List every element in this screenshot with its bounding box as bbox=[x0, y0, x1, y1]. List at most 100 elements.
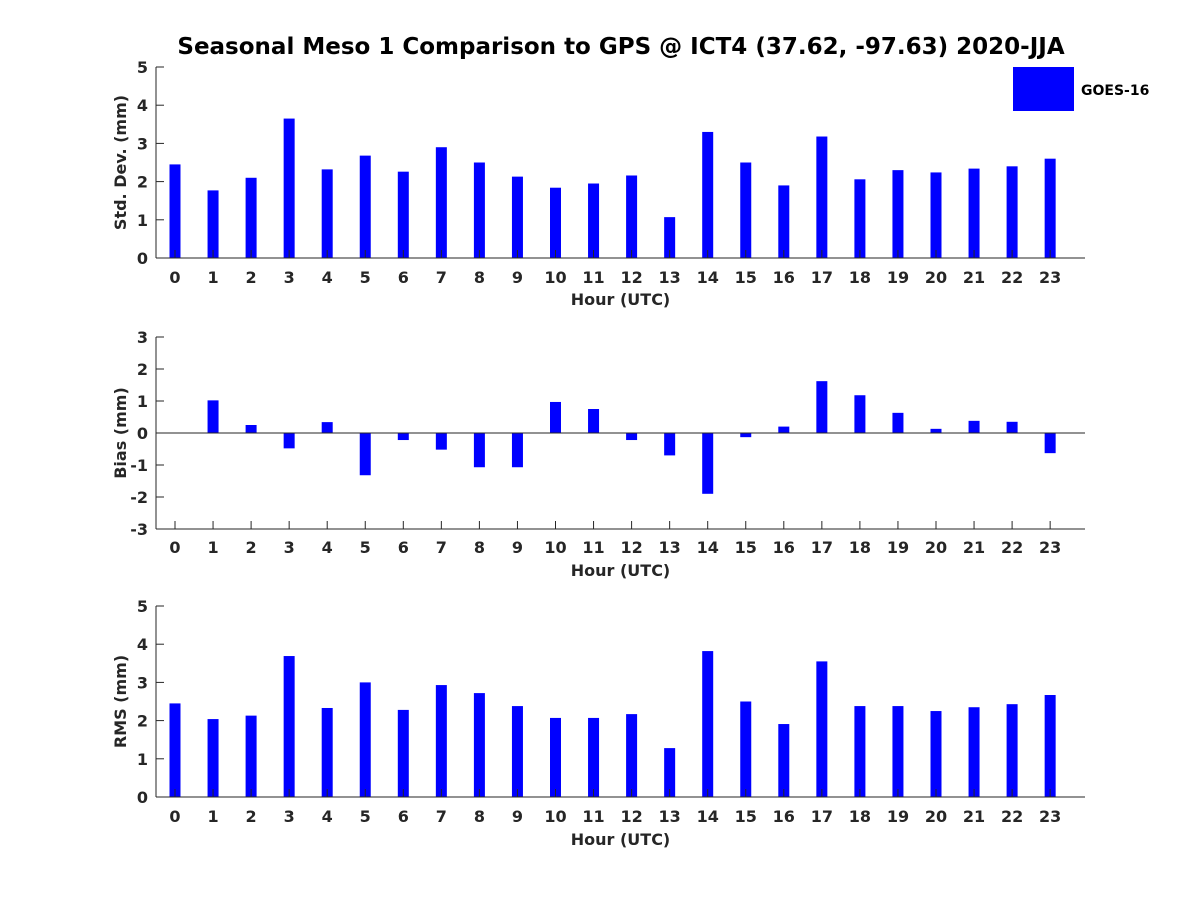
bar-bias-14 bbox=[702, 433, 714, 494]
std-dev-xtick-label-17: 17 bbox=[811, 268, 833, 287]
std-dev-ytick-label-0: 0 bbox=[137, 249, 148, 268]
bar-rms-0 bbox=[169, 703, 181, 797]
bias-xtick-label-22: 22 bbox=[1001, 538, 1023, 557]
bias-xtick-label-6: 6 bbox=[398, 538, 409, 557]
bar-rms-15 bbox=[740, 701, 752, 797]
rms-ytick-label-1: 1 bbox=[137, 750, 148, 769]
rms-xtick-label-9: 9 bbox=[512, 807, 523, 826]
bar-rms-17 bbox=[816, 661, 828, 797]
std-dev-xtick-label-10: 10 bbox=[544, 268, 566, 287]
std-dev-xtick-label-4: 4 bbox=[322, 268, 333, 287]
bias-xtick-label-10: 10 bbox=[544, 538, 566, 557]
bar-bias-6 bbox=[397, 433, 409, 441]
std-dev-ytick-label-4: 4 bbox=[137, 96, 148, 115]
std-dev-xlabel: Hour (UTC) bbox=[571, 290, 671, 309]
bar-bias-10 bbox=[550, 401, 561, 433]
rms-xtick-label-20: 20 bbox=[925, 807, 947, 826]
std-dev-xtick-label-0: 0 bbox=[169, 268, 180, 287]
bar-rms-13 bbox=[664, 748, 676, 797]
bias-xtick-label-14: 14 bbox=[697, 538, 719, 557]
bar-rms-20 bbox=[930, 711, 942, 797]
bar-bias-13 bbox=[664, 433, 676, 456]
rms-xlabel: Hour (UTC) bbox=[571, 830, 671, 849]
std-dev-xtick-label-15: 15 bbox=[735, 268, 757, 287]
legend-swatch bbox=[1013, 67, 1074, 111]
std-dev-ytick-label-2: 2 bbox=[137, 173, 148, 192]
bar-std-dev-17 bbox=[816, 136, 828, 258]
rms-ytick-label-4: 4 bbox=[137, 635, 148, 654]
rms-xtick-label-10: 10 bbox=[544, 807, 566, 826]
rms-xtick-label-5: 5 bbox=[360, 807, 371, 826]
std-dev-xtick-label-23: 23 bbox=[1039, 268, 1061, 287]
std-dev-xtick-label-9: 9 bbox=[512, 268, 523, 287]
bar-bias-19 bbox=[892, 412, 904, 433]
bar-std-dev-4 bbox=[321, 169, 333, 258]
bar-std-dev-18 bbox=[854, 179, 866, 258]
bar-std-dev-20 bbox=[930, 172, 942, 258]
bar-std-dev-8 bbox=[473, 162, 485, 258]
std-dev-ytick-label-1: 1 bbox=[137, 211, 148, 230]
bias-ytick-label-2: -1 bbox=[130, 456, 148, 475]
bar-bias-12 bbox=[626, 433, 638, 441]
bar-std-dev-15 bbox=[740, 162, 752, 258]
bar-rms-5 bbox=[359, 682, 371, 797]
rms-xtick-label-7: 7 bbox=[436, 807, 447, 826]
rms-xtick-label-17: 17 bbox=[811, 807, 833, 826]
bar-rms-6 bbox=[397, 709, 409, 797]
rms-xtick-label-22: 22 bbox=[1001, 807, 1023, 826]
bar-std-dev-11 bbox=[588, 183, 600, 258]
rms-xtick-label-11: 11 bbox=[582, 807, 604, 826]
bias-ytick-label-4: 1 bbox=[137, 392, 148, 411]
std-dev-xtick-label-22: 22 bbox=[1001, 268, 1023, 287]
bar-bias-22 bbox=[1006, 421, 1018, 433]
bar-std-dev-1 bbox=[207, 190, 219, 258]
bias-xtick-label-19: 19 bbox=[887, 538, 909, 557]
bar-bias-3 bbox=[283, 433, 295, 449]
bar-bias-5 bbox=[359, 433, 371, 476]
std-dev-xtick-label-7: 7 bbox=[436, 268, 447, 287]
bar-bias-8 bbox=[473, 433, 485, 468]
bar-std-dev-14 bbox=[702, 131, 714, 258]
bar-rms-14 bbox=[702, 651, 714, 797]
bar-rms-2 bbox=[245, 715, 257, 797]
bias-xtick-label-12: 12 bbox=[620, 538, 642, 557]
rms-ylabel: RMS (mm) bbox=[111, 655, 130, 748]
legend-label: GOES-16 bbox=[1081, 83, 1149, 99]
bias-xtick-label-11: 11 bbox=[582, 538, 604, 557]
bias-ytick-label-3: 0 bbox=[137, 424, 148, 443]
std-dev-xtick-label-1: 1 bbox=[207, 268, 218, 287]
bar-std-dev-5 bbox=[359, 155, 371, 258]
bar-rms-7 bbox=[435, 685, 447, 797]
bar-rms-3 bbox=[283, 656, 295, 797]
std-dev-xtick-label-19: 19 bbox=[887, 268, 909, 287]
std-dev-xtick-label-13: 13 bbox=[659, 268, 681, 287]
bias-xlabel: Hour (UTC) bbox=[571, 561, 671, 580]
bar-bias-17 bbox=[816, 381, 828, 433]
bias-xtick-label-9: 9 bbox=[512, 538, 523, 557]
bias-xtick-label-21: 21 bbox=[963, 538, 985, 557]
rms-xtick-label-21: 21 bbox=[963, 807, 985, 826]
bar-bias-4 bbox=[321, 422, 333, 433]
bar-rms-19 bbox=[892, 706, 904, 797]
std-dev-xtick-label-20: 20 bbox=[925, 268, 947, 287]
bar-std-dev-9 bbox=[511, 176, 523, 258]
bias-xtick-label-20: 20 bbox=[925, 538, 947, 557]
bar-std-dev-10 bbox=[550, 187, 561, 258]
std-dev-xtick-label-16: 16 bbox=[773, 268, 795, 287]
bias-ytick-label-5: 2 bbox=[137, 360, 148, 379]
bias-xtick-label-2: 2 bbox=[246, 538, 257, 557]
bias-xtick-label-18: 18 bbox=[849, 538, 871, 557]
chart-title: Seasonal Meso 1 Comparison to GPS @ ICT4… bbox=[177, 34, 1064, 60]
bar-rms-23 bbox=[1044, 695, 1056, 797]
bias-xtick-label-3: 3 bbox=[284, 538, 295, 557]
bar-rms-22 bbox=[1006, 704, 1018, 797]
rms-ytick-label-0: 0 bbox=[137, 788, 148, 807]
rms-xtick-label-14: 14 bbox=[697, 807, 719, 826]
rms-ytick-label-3: 3 bbox=[137, 673, 148, 692]
bar-rms-12 bbox=[626, 714, 638, 797]
bias-xtick-label-16: 16 bbox=[773, 538, 795, 557]
rms-xtick-label-2: 2 bbox=[246, 807, 257, 826]
